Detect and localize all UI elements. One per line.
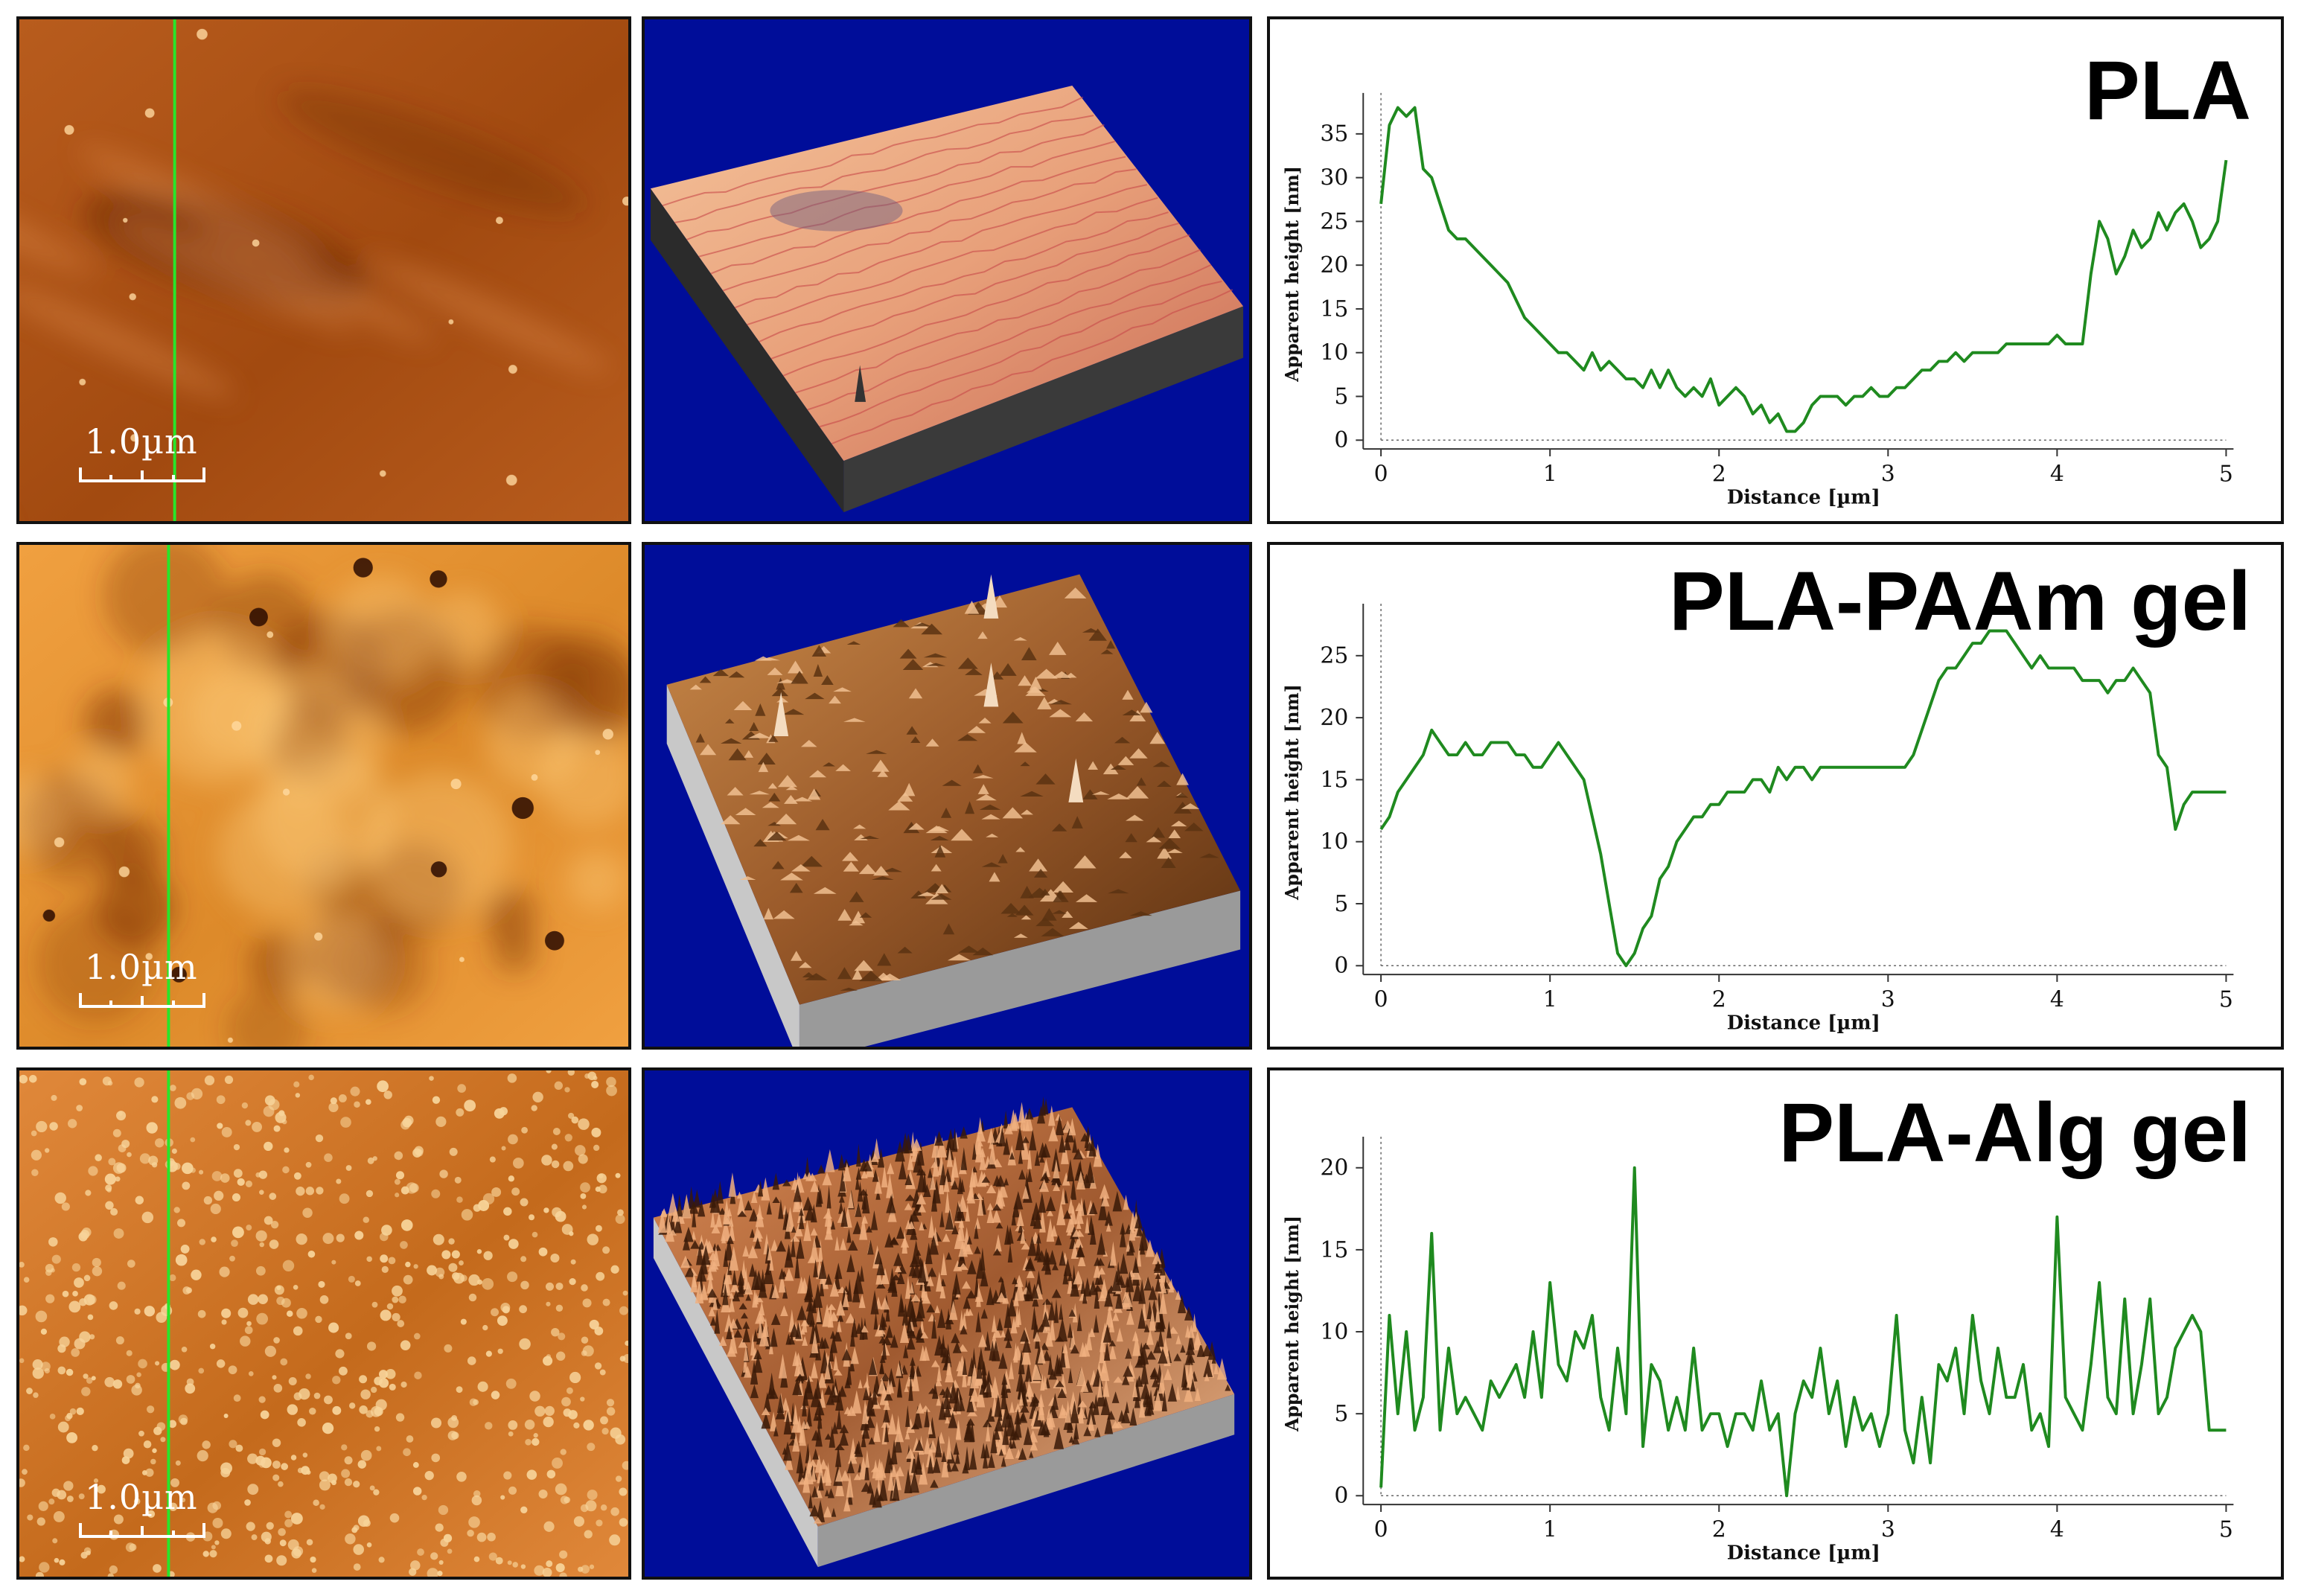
scale-bar-label: 1.0µm <box>85 421 198 462</box>
x-tick-label: 1 <box>1543 462 1557 488</box>
scale-bar-label: 1.0µm <box>85 947 198 987</box>
x-tick-label: 4 <box>2050 462 2064 488</box>
surface-base-right <box>799 890 1241 1047</box>
height-profile-chart: 0 1 2 3 4 5 0 5 10 15 20 Distance [µm] Apparent heig… <box>1282 1136 2234 1564</box>
y-tick-label: 0 <box>1334 1483 1348 1509</box>
height-profile-panel-pla-alg: 0 1 2 3 4 5 0 5 10 15 20 Distance [µm] Apparent heig… <box>1267 1067 2284 1580</box>
y-tick-label: 15 <box>1320 1237 1348 1263</box>
surface-texture <box>662 96 1233 445</box>
surface-top <box>650 85 1244 461</box>
y-axis-label: Apparent height [nm] <box>1282 684 1303 901</box>
x-tick-label: 2 <box>1712 987 1726 1013</box>
y-tick-label: 5 <box>1334 1401 1348 1427</box>
x-tick-label: 4 <box>2050 987 2064 1013</box>
height-profile-chart: 0 1 2 3 4 5 0 5 10 15 20 25 30 35 Distance [µm] Apparen… <box>1282 92 2234 508</box>
x-tick-label: 5 <box>2219 462 2233 488</box>
x-tick-label: 0 <box>1374 462 1388 488</box>
scale-bar-ruler <box>79 1523 205 1538</box>
y-tick-label: 15 <box>1320 296 1348 322</box>
x-axis-label: Distance [µm] <box>1727 1012 1880 1034</box>
surface-base-left <box>650 188 844 513</box>
y-tick-label: 5 <box>1334 891 1348 917</box>
scale-bar: 1.0µm <box>79 1477 205 1538</box>
afm-image <box>19 19 628 521</box>
scale-bar: 1.0µm <box>79 947 205 1008</box>
x-tick-label: 3 <box>1881 987 1895 1013</box>
surface-base-right <box>843 306 1244 513</box>
surface-base-left <box>653 1217 818 1568</box>
y-tick-label: 15 <box>1320 767 1348 793</box>
afm-image <box>19 1070 628 1577</box>
surface-render <box>645 545 1249 1047</box>
y-tick-label: 5 <box>1334 383 1348 409</box>
y-tick-label: 20 <box>1320 252 1348 278</box>
sample-label: PLA-PAAm gel <box>1669 555 2251 648</box>
x-tick-label: 5 <box>2219 1517 2233 1543</box>
afm-3d-surface-pla-paam <box>642 542 1252 1050</box>
afm-background <box>19 1070 628 1577</box>
y-tick-label: 20 <box>1320 705 1348 731</box>
sample-label: PLA <box>2084 44 2251 137</box>
x-tick-label: 3 <box>1881 462 1895 488</box>
axes: 0 1 2 3 4 5 0 5 10 15 20 25 30 35 Distance [µm] Apparen… <box>1282 92 2234 508</box>
afm-3d-surface-pla <box>642 16 1252 524</box>
surface-base-right <box>817 1394 1235 1568</box>
x-tick-label: 5 <box>2219 987 2233 1013</box>
height-profile-panel-pla-paam: 0 1 2 3 4 5 0 5 10 15 20 25 Distance [µm] Apparent he… <box>1267 542 2284 1050</box>
afm-3d-surface-pla-alg <box>642 1067 1252 1580</box>
x-tick-label: 0 <box>1374 987 1388 1013</box>
y-tick-label: 0 <box>1334 953 1348 979</box>
y-tick-label: 10 <box>1320 829 1348 855</box>
height-profile-line <box>1379 106 2228 433</box>
scale-bar-ruler <box>79 467 205 482</box>
x-tick-label: 0 <box>1374 1517 1388 1543</box>
scale-bar: 1.0µm <box>79 421 205 482</box>
surface-texture <box>689 574 1219 991</box>
height-profile-line <box>1379 629 2227 968</box>
y-axis-label: Apparent height [nm] <box>1282 166 1303 383</box>
surface-top <box>666 574 1241 1005</box>
y-tick-label: 10 <box>1320 340 1348 366</box>
y-axis-label: Apparent height [nm] <box>1282 1216 1303 1432</box>
afm-height-map-pla-paam: 1.0µm <box>16 542 631 1050</box>
height-profile-line <box>1379 1166 2227 1498</box>
y-tick-label: 20 <box>1320 1155 1348 1181</box>
y-tick-label: 0 <box>1334 427 1348 453</box>
x-tick-label: 2 <box>1712 1517 1726 1543</box>
axes: 0 1 2 3 4 5 0 5 10 15 20 25 Distance [µm] Apparent he… <box>1282 604 2234 1034</box>
y-tick-label: 10 <box>1320 1319 1348 1345</box>
x-tick-label: 4 <box>2050 1517 2064 1543</box>
x-tick-label: 1 <box>1543 987 1557 1013</box>
surface-render <box>645 1070 1249 1577</box>
surface-render <box>645 19 1249 521</box>
height-profile-chart: 0 1 2 3 4 5 0 5 10 15 20 25 Distance [µm] Apparent he… <box>1282 604 2234 1034</box>
y-tick-label: 35 <box>1320 121 1348 147</box>
x-tick-label: 1 <box>1543 1517 1557 1543</box>
scale-bar-ruler <box>79 993 205 1008</box>
surface-base-left <box>666 684 799 1047</box>
surface-texture <box>657 1096 1231 1524</box>
y-tick-label: 30 <box>1320 165 1348 191</box>
x-axis-label: Distance [µm] <box>1727 1542 1880 1564</box>
x-tick-label: 3 <box>1881 1517 1895 1543</box>
afm-height-map-pla-alg: 1.0µm <box>16 1067 631 1580</box>
height-profile-panel-pla: 0 1 2 3 4 5 0 5 10 15 20 25 30 35 Distance [µm] Apparen… <box>1267 16 2284 524</box>
axes: 0 1 2 3 4 5 0 5 10 15 20 Distance [µm] Apparent heig… <box>1282 1136 2234 1564</box>
sample-label: PLA-Alg gel <box>1778 1086 2251 1179</box>
afm-height-map-pla: 1.0µm <box>16 16 631 524</box>
y-tick-label: 25 <box>1320 208 1348 234</box>
y-tick-label: 25 <box>1320 643 1348 669</box>
afm-image <box>19 545 628 1047</box>
x-tick-label: 2 <box>1712 462 1726 488</box>
x-axis-label: Distance [µm] <box>1727 486 1880 508</box>
scale-bar-label: 1.0µm <box>85 1477 198 1517</box>
afm-texture <box>19 545 628 1047</box>
